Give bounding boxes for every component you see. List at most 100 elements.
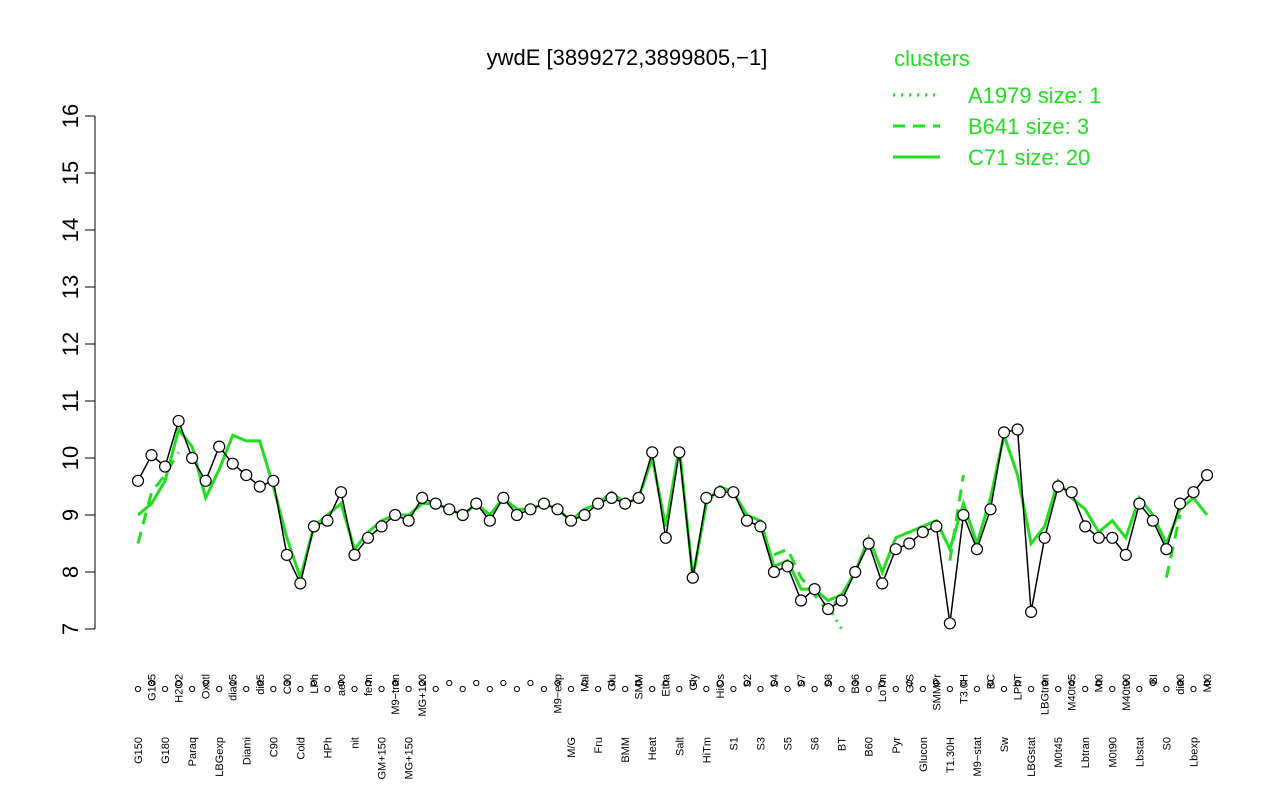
y-tick-label: 9 [58, 509, 83, 521]
category-marker [1190, 685, 1197, 693]
x-tick-label: ferm [363, 674, 375, 696]
x-tick-label: Glucon [918, 737, 930, 772]
category-marker [1136, 685, 1143, 693]
x-tick-label: T1.30H [945, 737, 957, 773]
category-marker [825, 679, 832, 687]
y-tick-label: 7 [58, 623, 83, 635]
x-tick-label: M/G [566, 737, 578, 758]
x-tick-label: S4 [769, 674, 781, 687]
category-marker [1000, 685, 1008, 693]
x-tick-label: S3 [755, 737, 767, 750]
x-tick-label: M0t90 [1107, 737, 1119, 768]
x-tick-label: LBGstat [1026, 737, 1038, 777]
category-marker [297, 685, 304, 693]
x-tick-label: BI [1148, 674, 1160, 684]
data-point [199, 474, 212, 487]
category-marker [811, 685, 818, 693]
category-marker [446, 679, 453, 687]
data-point [605, 491, 618, 504]
category-marker [419, 679, 426, 687]
x-tick-label: G135 [147, 674, 159, 701]
y-tick-label: 13 [58, 275, 83, 299]
data-point [1119, 548, 1132, 562]
category-marker [216, 685, 223, 693]
data-point [389, 508, 402, 522]
y-tick-label: 11 [58, 390, 83, 413]
x-tick-label: S8 [823, 674, 835, 687]
data-point [253, 480, 266, 493]
y-tick-label: 16 [58, 104, 83, 128]
y-tick-label: 14 [58, 218, 83, 242]
legend-label: C71 size: 20 [968, 145, 1090, 170]
data-point [673, 446, 686, 459]
data-point [1160, 543, 1173, 556]
category-marker [1163, 685, 1170, 693]
x-tick-label: Heat [647, 737, 659, 760]
data-point [1092, 531, 1105, 544]
category-marker [202, 679, 209, 687]
data-point [186, 451, 199, 465]
category-marker [459, 685, 466, 693]
data-point [578, 508, 591, 522]
data-point [1038, 531, 1051, 544]
x-tick-label: M0t45 [1053, 737, 1065, 768]
data-point [727, 486, 740, 499]
category-marker [757, 685, 764, 693]
data-point [1173, 497, 1187, 510]
x-tick-label: MG+120 [417, 674, 429, 717]
category-marker [283, 679, 290, 687]
x-tick-label: Etha [661, 673, 673, 697]
data-point [348, 548, 361, 562]
data-point [402, 514, 415, 527]
category-marker [540, 685, 548, 693]
data-point [700, 491, 713, 504]
category-marker [256, 679, 263, 687]
data-point [483, 514, 496, 527]
data-point [497, 491, 510, 504]
category-marker [1176, 679, 1184, 687]
data-point [835, 594, 848, 607]
data-point [1079, 520, 1092, 533]
data-point [984, 503, 997, 516]
category-marker [1068, 679, 1075, 687]
x-tick-label: dia15 [228, 674, 240, 701]
x-tick-label: HiOs [715, 674, 727, 699]
category-marker [148, 679, 155, 687]
category-marker [933, 679, 940, 687]
category-marker [906, 679, 913, 687]
category-marker [1095, 679, 1102, 687]
x-tick-label: M9−stat [972, 737, 984, 776]
x-tick-label: LPhT [1013, 674, 1025, 701]
category-marker [378, 685, 385, 693]
x-tick-label: Paraq [187, 737, 199, 766]
data-point [1187, 486, 1200, 499]
category-marker [689, 679, 696, 687]
x-tick-label: Sw [999, 737, 1011, 752]
x-tick-label: LBGexp [214, 737, 226, 777]
x-tick-label: nit [350, 737, 362, 749]
cluster-line [136, 451, 1182, 615]
data-point [1052, 480, 1065, 493]
category-marker [784, 685, 791, 693]
category-marker [987, 679, 994, 687]
category-marker [852, 679, 859, 687]
cluster-line [137, 426, 1209, 603]
data-point [957, 508, 970, 522]
data-point [1200, 469, 1214, 482]
x-tick-label: G180 [160, 737, 172, 764]
category-marker [554, 679, 561, 687]
category-marker [662, 679, 669, 687]
category-marker [500, 679, 507, 687]
x-tick-label: M9−exp [552, 674, 564, 713]
legend-label: B641 size: 3 [968, 114, 1089, 139]
x-tick-label: S2 [742, 674, 754, 687]
x-tick-label: LBGtran [1040, 674, 1052, 715]
data-point [470, 497, 483, 510]
x-tick-label: Gly [688, 674, 700, 691]
data-point [808, 582, 821, 596]
category-marker [189, 685, 196, 693]
category-marker [405, 685, 412, 693]
category-marker [392, 679, 399, 687]
data-point [943, 617, 956, 630]
